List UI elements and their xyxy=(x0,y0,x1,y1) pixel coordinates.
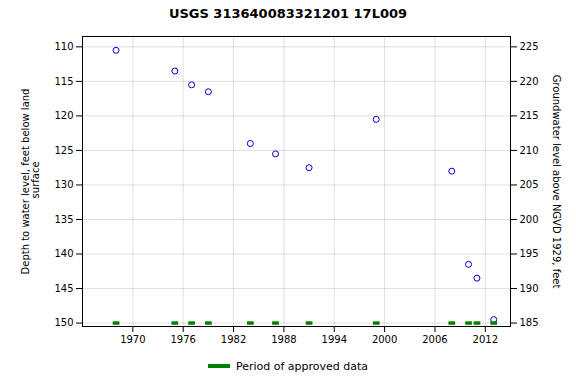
svg-text:130: 130 xyxy=(54,179,73,190)
svg-text:1988: 1988 xyxy=(271,334,296,345)
svg-text:115: 115 xyxy=(54,76,73,87)
svg-text:2000: 2000 xyxy=(372,334,397,345)
svg-text:215: 215 xyxy=(520,110,539,121)
html-text:Period of approved data: Period of approved data xyxy=(235,359,369,373)
svg-text:2006: 2006 xyxy=(422,334,447,345)
svg-text:145: 145 xyxy=(54,283,73,294)
svg-text:120: 120 xyxy=(54,110,73,121)
svg-text:110: 110 xyxy=(54,41,73,52)
svg-text:150: 150 xyxy=(54,317,73,328)
svg-text:210: 210 xyxy=(520,145,539,156)
svg-text:220: 220 xyxy=(520,76,539,87)
svg-text:1976: 1976 xyxy=(170,334,195,345)
svg-text:205: 205 xyxy=(520,179,539,190)
svg-text:195: 195 xyxy=(520,248,539,259)
html-text:USGS 313640083321201 17L009: USGS 313640083321201 17L009 xyxy=(168,6,408,21)
svg-text:225: 225 xyxy=(520,41,539,52)
svg-text:140: 140 xyxy=(54,248,73,259)
svg-text:1970: 1970 xyxy=(120,334,145,345)
svg-text:1982: 1982 xyxy=(221,334,246,345)
svg-text:135: 135 xyxy=(54,214,73,225)
svg-text:190: 190 xyxy=(520,283,539,294)
svg-text:1994: 1994 xyxy=(322,334,347,345)
svg-text:Groundwater level above NGVD 1: Groundwater level above NGVD 1929, feet xyxy=(551,75,562,289)
svg-text:125: 125 xyxy=(54,145,73,156)
svg-text:200: 200 xyxy=(520,214,539,225)
svg-text:185: 185 xyxy=(520,317,539,328)
svg-text:Depth to water level, feet bel: Depth to water level, feet below land su… xyxy=(20,89,41,275)
svg-text:2012: 2012 xyxy=(473,334,498,345)
